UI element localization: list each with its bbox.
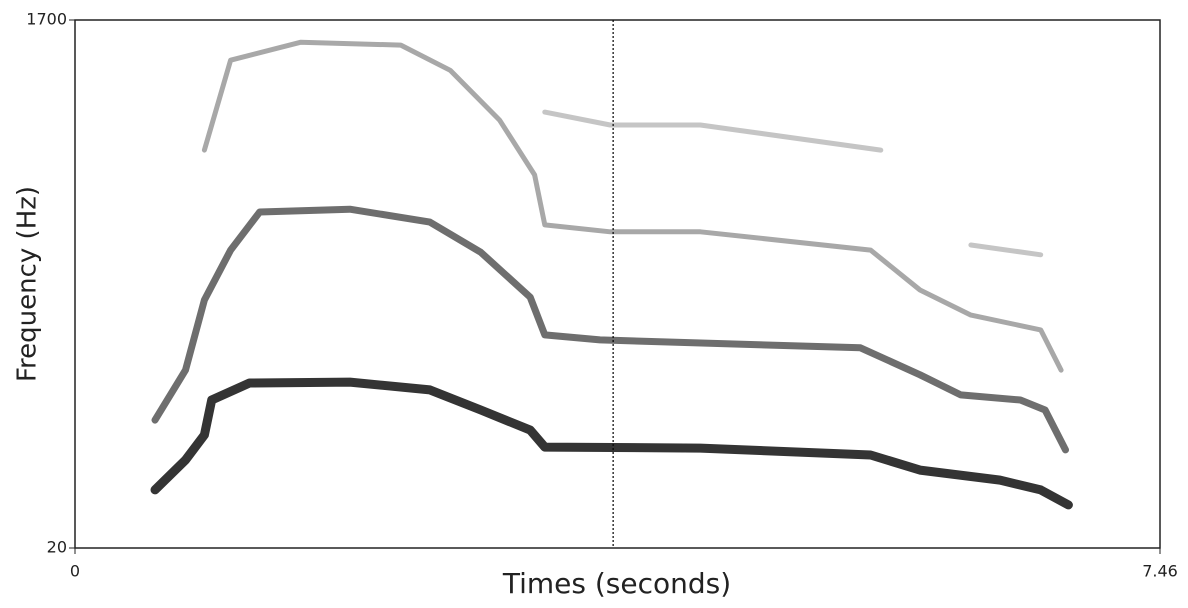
harmonic-trace <box>201 39 1064 373</box>
x-axis-label: Times (seconds) <box>502 567 731 600</box>
y-tick-label: 20 <box>47 538 67 557</box>
harmonic-trace <box>542 109 1044 258</box>
harmonic-trace <box>150 377 1073 510</box>
harmonic-trace <box>151 205 1069 454</box>
plot-frame <box>74 19 1161 549</box>
x-tick-label: 0 <box>70 562 80 581</box>
y-tick-label: 1700 <box>26 10 67 29</box>
y-axis-label: Frequency (Hz) <box>13 186 43 382</box>
x-tick-label: 7.46 <box>1142 562 1178 581</box>
